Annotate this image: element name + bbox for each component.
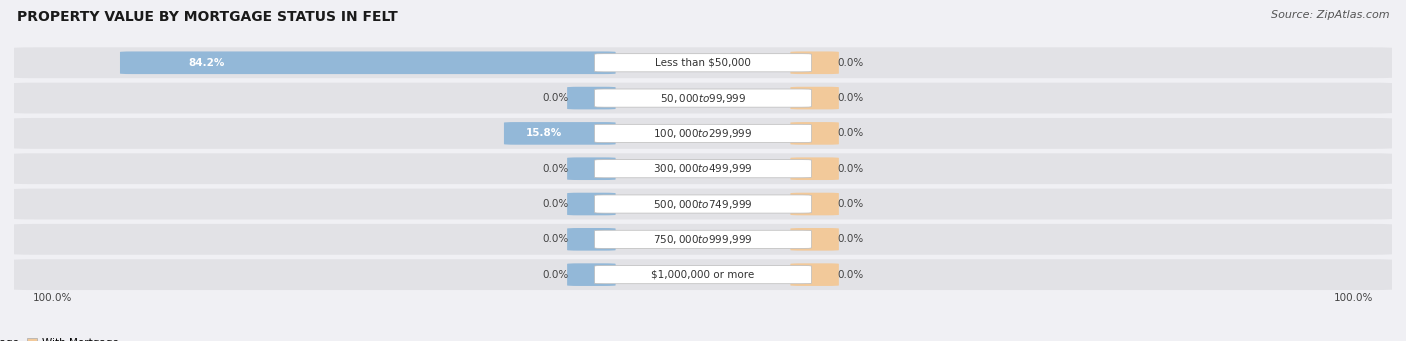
Text: 0.0%: 0.0% (837, 129, 863, 138)
FancyBboxPatch shape (790, 158, 839, 180)
FancyBboxPatch shape (11, 118, 1395, 149)
Text: $1,000,000 or more: $1,000,000 or more (651, 270, 755, 280)
FancyBboxPatch shape (790, 193, 839, 215)
Text: $750,000 to $999,999: $750,000 to $999,999 (654, 233, 752, 246)
Text: 0.0%: 0.0% (837, 270, 863, 280)
Text: 0.0%: 0.0% (837, 58, 863, 68)
FancyBboxPatch shape (11, 259, 1395, 290)
FancyBboxPatch shape (11, 153, 1395, 184)
Text: 0.0%: 0.0% (543, 199, 569, 209)
Text: 100.0%: 100.0% (1333, 293, 1372, 303)
FancyBboxPatch shape (790, 228, 839, 251)
Text: $50,000 to $99,999: $50,000 to $99,999 (659, 92, 747, 105)
FancyBboxPatch shape (567, 193, 616, 215)
FancyBboxPatch shape (503, 122, 616, 145)
FancyBboxPatch shape (567, 228, 616, 251)
Text: 0.0%: 0.0% (543, 234, 569, 244)
Text: Less than $50,000: Less than $50,000 (655, 58, 751, 68)
Text: $300,000 to $499,999: $300,000 to $499,999 (654, 162, 752, 175)
FancyBboxPatch shape (595, 195, 811, 213)
FancyBboxPatch shape (567, 158, 616, 180)
FancyBboxPatch shape (11, 47, 1395, 78)
FancyBboxPatch shape (120, 51, 616, 74)
Text: 0.0%: 0.0% (837, 164, 863, 174)
Text: 0.0%: 0.0% (837, 93, 863, 103)
FancyBboxPatch shape (595, 160, 811, 178)
FancyBboxPatch shape (595, 54, 811, 72)
Text: 84.2%: 84.2% (188, 58, 225, 68)
FancyBboxPatch shape (595, 89, 811, 107)
FancyBboxPatch shape (595, 124, 811, 143)
FancyBboxPatch shape (790, 122, 839, 145)
FancyBboxPatch shape (567, 263, 616, 286)
Text: $100,000 to $299,999: $100,000 to $299,999 (654, 127, 752, 140)
Legend: Without Mortgage, With Mortgage: Without Mortgage, With Mortgage (0, 333, 124, 341)
FancyBboxPatch shape (11, 83, 1395, 114)
FancyBboxPatch shape (790, 263, 839, 286)
Text: PROPERTY VALUE BY MORTGAGE STATUS IN FELT: PROPERTY VALUE BY MORTGAGE STATUS IN FEL… (17, 10, 398, 24)
Text: 0.0%: 0.0% (837, 199, 863, 209)
Text: 0.0%: 0.0% (543, 93, 569, 103)
FancyBboxPatch shape (11, 189, 1395, 219)
FancyBboxPatch shape (11, 224, 1395, 255)
Text: 0.0%: 0.0% (543, 270, 569, 280)
FancyBboxPatch shape (790, 51, 839, 74)
Text: 0.0%: 0.0% (543, 164, 569, 174)
FancyBboxPatch shape (595, 230, 811, 248)
FancyBboxPatch shape (567, 87, 616, 109)
Text: 0.0%: 0.0% (837, 234, 863, 244)
FancyBboxPatch shape (790, 87, 839, 109)
Text: 15.8%: 15.8% (526, 129, 562, 138)
Text: 100.0%: 100.0% (34, 293, 73, 303)
FancyBboxPatch shape (595, 266, 811, 284)
Text: $500,000 to $749,999: $500,000 to $749,999 (654, 197, 752, 210)
Text: Source: ZipAtlas.com: Source: ZipAtlas.com (1271, 10, 1389, 20)
